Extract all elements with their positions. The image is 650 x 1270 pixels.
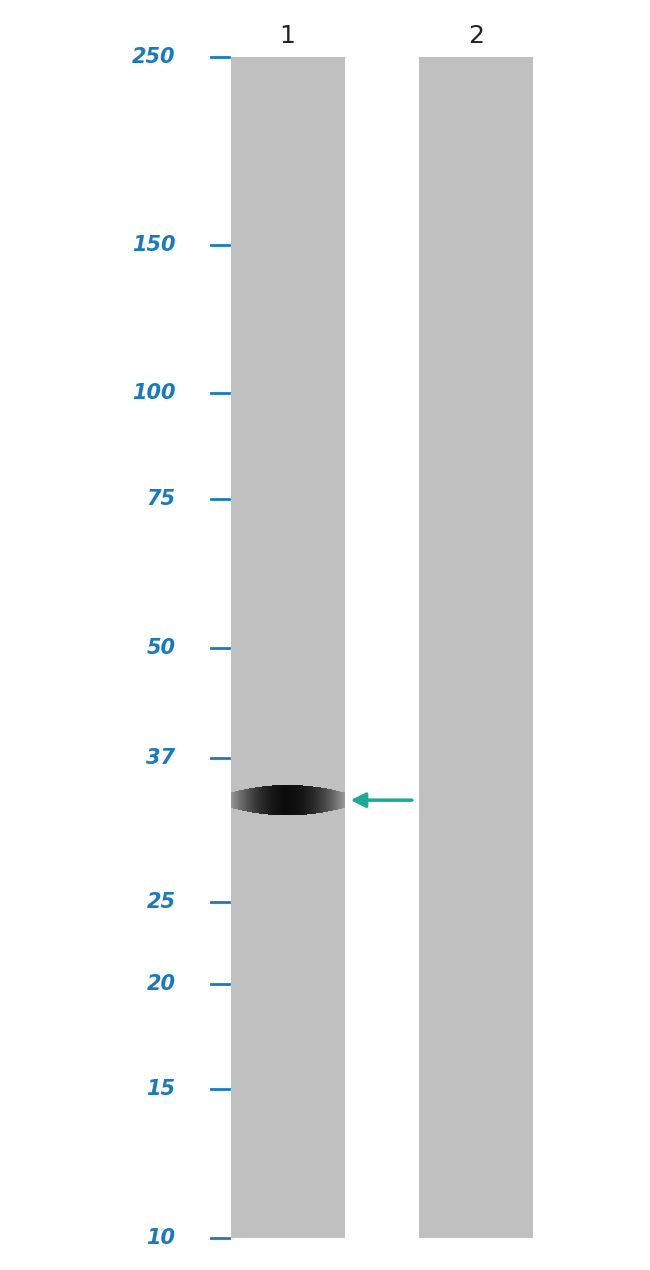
Text: 75: 75	[146, 489, 176, 509]
Text: 20: 20	[146, 974, 176, 994]
Text: 100: 100	[132, 384, 176, 404]
Text: 150: 150	[132, 235, 176, 254]
Text: 10: 10	[146, 1228, 176, 1248]
Text: 25: 25	[146, 892, 176, 912]
Text: 50: 50	[146, 638, 176, 658]
Text: 1: 1	[280, 24, 296, 47]
Bar	[419, 57, 533, 1238]
Text: 2: 2	[468, 24, 484, 47]
Text: 250: 250	[132, 47, 176, 67]
Text: 15: 15	[146, 1080, 176, 1100]
Bar	[231, 57, 344, 1238]
Text: 37: 37	[146, 748, 176, 768]
